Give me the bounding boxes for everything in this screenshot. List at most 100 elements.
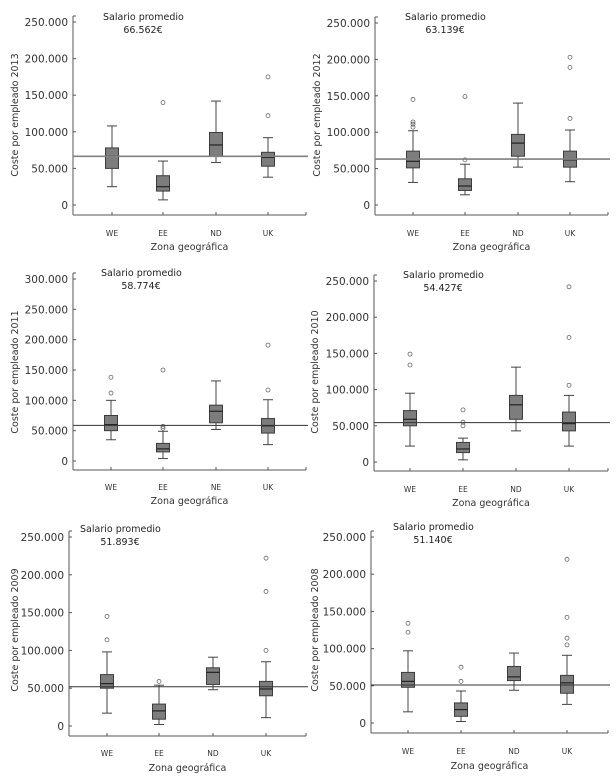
outlier-point [566,284,572,290]
y-tick-label: 50.000 [31,426,68,438]
y-tick-label: 200.000 [25,54,68,66]
outlier-point [405,620,411,626]
y-axis-title: Coste por empleado 2011 [10,310,21,433]
iqr-box [507,665,521,682]
annotation-title: Salario promedio [393,522,474,533]
y-tick-label: 250.000 [326,276,369,288]
chart-panel-2012: 0 50.000 100.000 150.000 200.000 250.000 WE EE N… [312,12,610,253]
outlier-point [160,100,166,105]
outlier-point [407,362,413,368]
y-tick-label: 250.000 [25,17,68,29]
iqr-box [560,674,574,694]
annotation-value: 63.139€ [425,25,464,36]
iqr-box [209,404,223,424]
outlier-point [564,635,570,641]
x-tick-label: ND [512,229,524,238]
outlier-point [265,113,271,119]
box-ee [454,664,468,723]
outlier-point [567,115,573,121]
x-tick-label: WE [407,229,419,238]
annotation-title: Salario promedio [101,268,182,279]
box-nd [206,656,220,691]
box-we [406,97,420,183]
y-axis-title: Coste por empleado 2013 [10,53,21,176]
y-tick-label: 150.000 [25,365,68,377]
y-tick-label: 50.000 [329,681,366,693]
iqr-box [401,671,415,688]
y-tick-label: 250.000 [327,18,370,30]
outlier-point [263,648,269,653]
box-nd [511,102,525,168]
box-uk [261,342,275,446]
outlier-point [564,614,570,620]
y-tick-label: 150.000 [323,606,366,618]
iqr-box [105,147,119,169]
x-tick-label: UK [263,483,274,492]
box-ee [156,367,170,460]
outlier-point [566,382,572,388]
y-tick-label: 50.000 [333,164,370,176]
annotation-value: 66.562€ [123,25,162,36]
outlier-point [458,678,464,684]
x-axis-title: Zona geográfica [453,242,531,253]
annotation-title: Salario promedio [405,12,486,23]
y-tick-label: 250.000 [25,304,68,316]
y-tick-label: 150.000 [326,348,369,360]
box-uk [563,54,577,183]
y-tick-label: 300.000 [25,274,68,286]
y-tick-label: 100.000 [323,644,366,656]
y-axis-title: Coste por empleado 2010 [310,310,321,433]
iqr-box [156,175,170,192]
outlier-point [265,74,271,80]
y-tick-label: 0 [61,456,68,468]
annotation-value: 58.774€ [121,281,160,292]
box-nd [507,652,521,691]
outlier-point [160,424,166,429]
x-tick-label: EE [456,747,466,756]
annotation-title: Salario promedio [80,524,161,535]
y-tick-label: 150.000 [25,90,68,102]
x-tick-label: EE [458,485,468,494]
y-tick-label: 250.000 [323,532,366,544]
x-tick-label: UK [564,485,575,494]
y-tick-label: 0 [57,721,64,733]
y-tick-label: 0 [362,457,369,469]
x-tick-label: WE [101,749,113,758]
annotation-title: Salario promedio [403,270,484,281]
chart-panel-2011: 0 50.000 100.000 150.000 200.000 250.000 300.0… [10,268,308,507]
x-tick-label: ND [508,747,520,756]
box-ne [209,380,223,430]
x-axis-title: Zona geográfica [151,496,229,507]
outlier-point [108,374,114,380]
box-uk [261,74,275,178]
outlier-point [160,367,166,373]
y-tick-label: 50.000 [31,163,68,175]
iqr-box [458,178,472,191]
y-tick-label: 200.000 [326,312,369,324]
outlier-point [460,407,466,413]
annotation-value: 54.427€ [423,283,462,294]
box-nd [509,366,523,432]
box-we [104,374,118,441]
box-nd [209,100,223,164]
y-tick-label: 0 [61,200,68,212]
iqr-box [509,394,523,420]
outlier-point [566,335,572,340]
outlier-point [265,387,271,393]
iqr-box [562,411,576,432]
outlier-point [564,642,570,648]
box-ee [456,407,470,461]
y-tick-label: 150.000 [327,91,370,103]
outlier-point [410,119,416,125]
x-axis-title: Zona geográfica [149,763,227,774]
outlier-point [567,65,573,70]
x-tick-label: UK [565,229,576,238]
box-ee [458,94,472,196]
iqr-box [152,703,166,720]
y-tick-label: 200.000 [327,54,370,66]
iqr-box [206,667,220,685]
y-tick-label: 0 [363,200,370,212]
iqr-box [511,133,525,157]
x-tick-label: UK [562,747,573,756]
x-tick-label: WE [105,483,117,492]
